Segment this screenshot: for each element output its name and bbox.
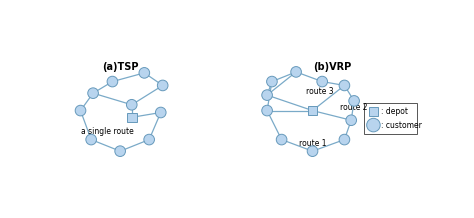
Circle shape (276, 134, 287, 145)
Circle shape (139, 68, 150, 78)
Text: a single route: a single route (81, 127, 134, 136)
Circle shape (155, 107, 166, 118)
Text: (a)TSP: (a)TSP (102, 62, 138, 72)
Circle shape (107, 76, 118, 87)
Circle shape (144, 134, 155, 145)
Circle shape (346, 115, 356, 126)
Bar (364, 103, 417, 134)
Text: route 1: route 1 (299, 139, 326, 148)
Circle shape (262, 105, 273, 116)
Circle shape (86, 134, 97, 145)
Text: : depot: : depot (381, 107, 408, 116)
Text: route 3: route 3 (306, 87, 333, 96)
Circle shape (88, 88, 99, 99)
Circle shape (367, 118, 380, 132)
Bar (369, 107, 378, 116)
Circle shape (75, 105, 86, 116)
Circle shape (339, 134, 350, 145)
Bar (308, 106, 318, 115)
Circle shape (266, 76, 277, 87)
Circle shape (349, 95, 359, 106)
Circle shape (317, 76, 328, 87)
Circle shape (127, 99, 137, 110)
Circle shape (157, 80, 168, 91)
Circle shape (291, 66, 301, 77)
Text: route 2: route 2 (339, 103, 367, 112)
Circle shape (307, 146, 318, 157)
Text: (b)VRP: (b)VRP (313, 62, 351, 72)
Circle shape (262, 90, 273, 100)
Circle shape (115, 146, 126, 157)
Text: : customer: : customer (381, 121, 422, 129)
Circle shape (339, 80, 350, 91)
Bar (127, 112, 137, 122)
